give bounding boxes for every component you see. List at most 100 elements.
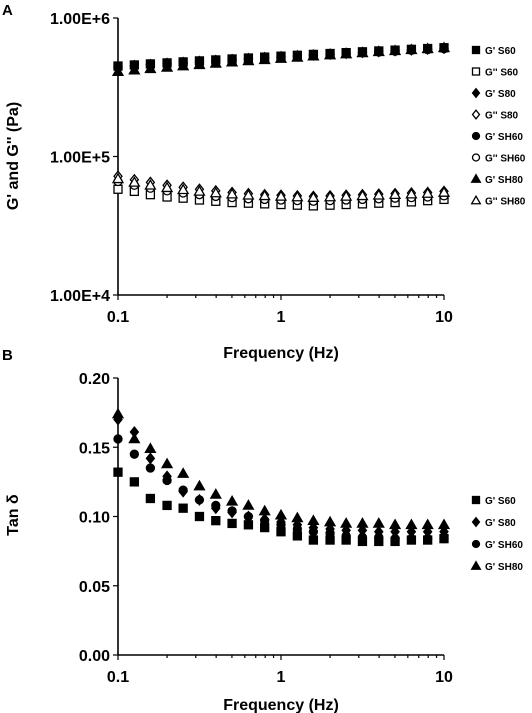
panel-a-point-g-dbl-sh80 (193, 185, 206, 196)
panel-b-y-tick-label: 0.20 (79, 371, 110, 388)
panel-b-ticks: 0.1 1 10 0.00 0.05 0.10 0.15 0.20 (79, 371, 453, 686)
panel-b-point-g-sh80 (307, 514, 320, 526)
panel-a-point-g-sh80 (111, 65, 125, 76)
panel-b-point-g-sh60 (260, 516, 270, 526)
panel-a-legend-item: G' S80 (471, 87, 516, 100)
panel-b-x-tick-label: 10 (435, 669, 453, 686)
panel-a-point-g-dbl-sh80 (291, 190, 304, 202)
panel-b-legend-item: G' SH60 (471, 539, 523, 551)
panel-a-point-g-dbl-sh80 (323, 190, 337, 202)
panel-b-x-tick-label: 1 (277, 669, 286, 686)
panel-a-point-g-sh80 (177, 59, 190, 71)
panel-b-point-g-s60 (145, 493, 156, 504)
panel-b-y-axis-title: Tan δ (5, 494, 22, 536)
panel-a-point-g-dbl-sh80 (437, 186, 451, 197)
panel-a-legend-label: G' S60 (485, 46, 516, 57)
panel-a-legend-label: G'' S60 (485, 68, 519, 79)
panel-a-point-g-sh80 (193, 58, 206, 70)
panel-a-legend-marker-g-s80 (471, 87, 481, 99)
panel-b-point-g-sh80 (323, 515, 337, 527)
panel-a-point-g-dbl-sh80 (372, 188, 385, 200)
panel-a-point-g-sh80 (274, 52, 288, 63)
panel-b-marks (111, 407, 451, 547)
panel-a-ticks: 0.1 1 10 1.00E+4 1.00E+5 1.00E+6 (50, 11, 453, 326)
panel-b-point-g-s60 (113, 467, 123, 477)
panel-b-point-g-s60 (194, 511, 205, 522)
panel-b-legend-marker-g-s80 (471, 516, 481, 528)
panel-a-legend-marker-g-dbl-sh80 (470, 194, 482, 205)
panel-a-x-tick-label: 0.1 (107, 309, 129, 326)
panel-a-point-g-dbl-sh80 (177, 183, 190, 195)
panel-b-legend-marker-g-s60 (471, 495, 481, 505)
panel-a-point-g-sh80 (242, 54, 255, 66)
panel-a-point-g-dbl-s60 (113, 184, 123, 194)
panel-a-legend-item: G' S60 (471, 45, 516, 57)
panel-b-point-g-sh60 (374, 532, 384, 542)
panel-b-legend-label: G' SH60 (485, 540, 523, 551)
panel-b-point-g-sh60 (292, 524, 303, 534)
panel-b-point-g-s60 (308, 535, 319, 545)
panel-a-y-tick-label: 1.00E+5 (50, 150, 110, 167)
panel-b-point-g-sh80 (225, 494, 239, 506)
panel-a-x-tick-label: 1 (277, 309, 286, 326)
panel-b-point-g-sh80 (209, 488, 222, 499)
panel-a-point-g-sh80 (225, 55, 239, 67)
panel-b-x-axis-title: Frequency (Hz) (223, 697, 339, 713)
panel-a-point-g-sh80 (388, 44, 402, 56)
panel-b-point-g-sh80 (242, 499, 255, 510)
panel-b-point-g-sh80 (388, 518, 402, 530)
panel-b-point-g-sh80 (372, 517, 385, 528)
panel-b-point-g-sh80 (437, 518, 451, 530)
panel-b-legend-item: G' SH80 (470, 560, 523, 573)
panel-b-legend: G' S60 G' S80 G' SH60 G' SH80 (470, 495, 523, 573)
panel-b-y-tick-label: 0.15 (79, 440, 110, 457)
panel-b-point-g-sh60 (390, 534, 400, 544)
panel-a-legend-marker-g-s60 (471, 45, 481, 55)
panel-b: B Frequency (Hz) Tan δ 0.1 1 100.000.050.1… (2, 347, 523, 713)
panel-a-point-g-dbl-sh80 (405, 187, 418, 199)
panel-b-legend-label: G' SH80 (485, 562, 523, 573)
panel-b-point-g-s80 (145, 452, 156, 465)
panel-a-series-g-sh80 (111, 41, 451, 76)
panel-a-point-g-sh80 (128, 63, 141, 75)
panel-b-point-g-sh80 (340, 517, 353, 528)
panel-b-point-g-sh60 (423, 534, 433, 544)
panel-a-legend-label: G'' SH80 (485, 197, 526, 208)
panel-a-legend-item: G'' S60 (471, 67, 519, 79)
panel-a-legend-item: G'' SH60 (471, 153, 526, 165)
panel-a-y-axis-title: G' and G'' (Pa) (5, 102, 22, 210)
panel-b-point-g-sh60 (308, 527, 319, 537)
panel-b-point-g-sh80 (144, 442, 157, 454)
panel-b-legend-marker-g-sh60 (471, 539, 481, 549)
panel-b-label: B (2, 347, 13, 364)
panel-a-point-g-sh80 (144, 62, 157, 74)
panel-a-point-g-sh80 (340, 47, 353, 59)
panel-b-point-g-sh80 (193, 479, 206, 491)
panel-a-point-g-sh80 (356, 46, 369, 58)
panel-a-y-tick-label: 1.00E+6 (50, 11, 110, 28)
panel-a-legend-marker-g-sh60 (471, 131, 481, 141)
panel-a-point-g-dbl-sh80 (160, 181, 174, 193)
panel-b-x-tick-label: 0.1 (107, 669, 129, 686)
panel-a-label: A (2, 2, 13, 19)
panel-a-legend-label: G'' SH60 (485, 154, 526, 165)
panel-b-legend-item: G' S80 (471, 516, 516, 529)
panel-a-x-axis-title: Frequency (Hz) (223, 345, 339, 362)
panel-a-legend-item: G' SH80 (470, 173, 523, 186)
panel-b-point-g-sh60 (145, 463, 156, 473)
panel-a-point-g-sh80 (372, 45, 385, 57)
panel-b-point-g-s60 (162, 500, 172, 511)
panel-a-point-g-dbl-sh80 (111, 172, 125, 184)
panel-a-legend-marker-g-dbl-s80 (471, 109, 481, 120)
panel-b-point-g-sh60 (276, 520, 286, 530)
panel-a-point-g-dbl-sh80 (421, 187, 434, 198)
panel-b-point-g-sh80 (356, 517, 369, 528)
panel-b-point-g-sh60 (406, 534, 417, 544)
panel-b-point-g-sh80 (274, 508, 288, 520)
panel-b-point-g-sh80 (258, 504, 271, 516)
panel-a-point-g-sh80 (421, 42, 434, 54)
panel-a-x-tick-label: 10 (435, 309, 453, 326)
panel-b-legend-label: G' S60 (485, 496, 516, 507)
panel-b-point-g-sh60 (178, 485, 188, 495)
